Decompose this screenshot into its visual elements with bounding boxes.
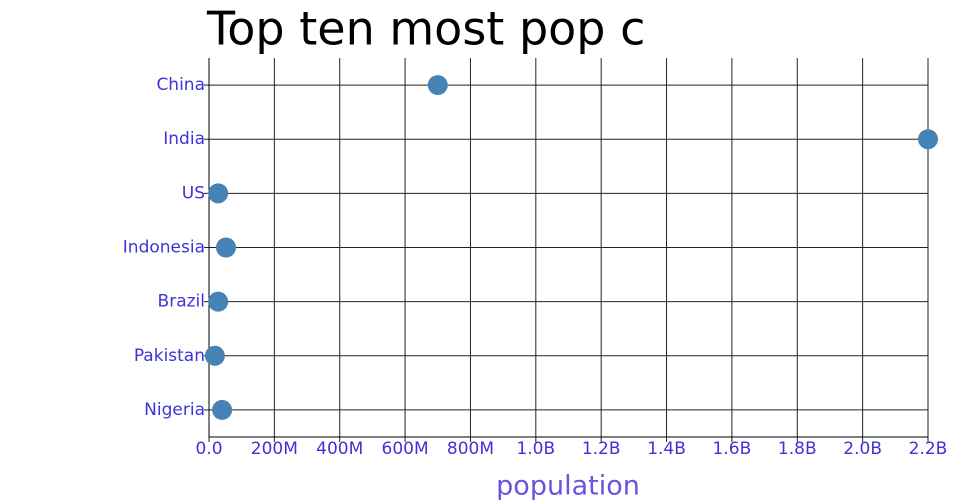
y-tick-label: Indonesia — [123, 238, 205, 258]
x-axis-title: population — [496, 471, 640, 500]
x-tick-label: 2.2B — [909, 439, 948, 459]
dot — [204, 345, 225, 366]
y-tick-label: Nigeria — [144, 400, 205, 420]
y-tick-label: Brazil — [158, 292, 205, 312]
dot — [208, 183, 229, 204]
x-tick-label: 1.0B — [516, 439, 555, 459]
x-tick-label: 1.2B — [582, 439, 621, 459]
x-tick-label: 2.0B — [843, 439, 882, 459]
dot — [208, 291, 229, 312]
x-tick-label: 1.4B — [647, 439, 686, 459]
x-tick-label: 400M — [316, 439, 363, 459]
x-tick-label: 200M — [251, 439, 298, 459]
y-tick-label: Pakistan — [134, 346, 205, 366]
dot — [427, 75, 448, 96]
y-tick-label: US — [182, 183, 205, 203]
chart-title: Top ten most pop c — [206, 2, 645, 56]
x-tick-label: 600M — [382, 439, 429, 459]
x-tick-label: 800M — [447, 439, 494, 459]
x-tick-label: 0.0 — [195, 439, 222, 459]
x-tick-label: 1.8B — [778, 439, 817, 459]
y-tick-label: India — [163, 129, 205, 149]
dot — [215, 237, 236, 258]
y-tick-label: China — [156, 75, 205, 95]
dot — [212, 399, 233, 420]
x-tick-label: 1.6B — [713, 439, 752, 459]
dot — [918, 129, 938, 150]
